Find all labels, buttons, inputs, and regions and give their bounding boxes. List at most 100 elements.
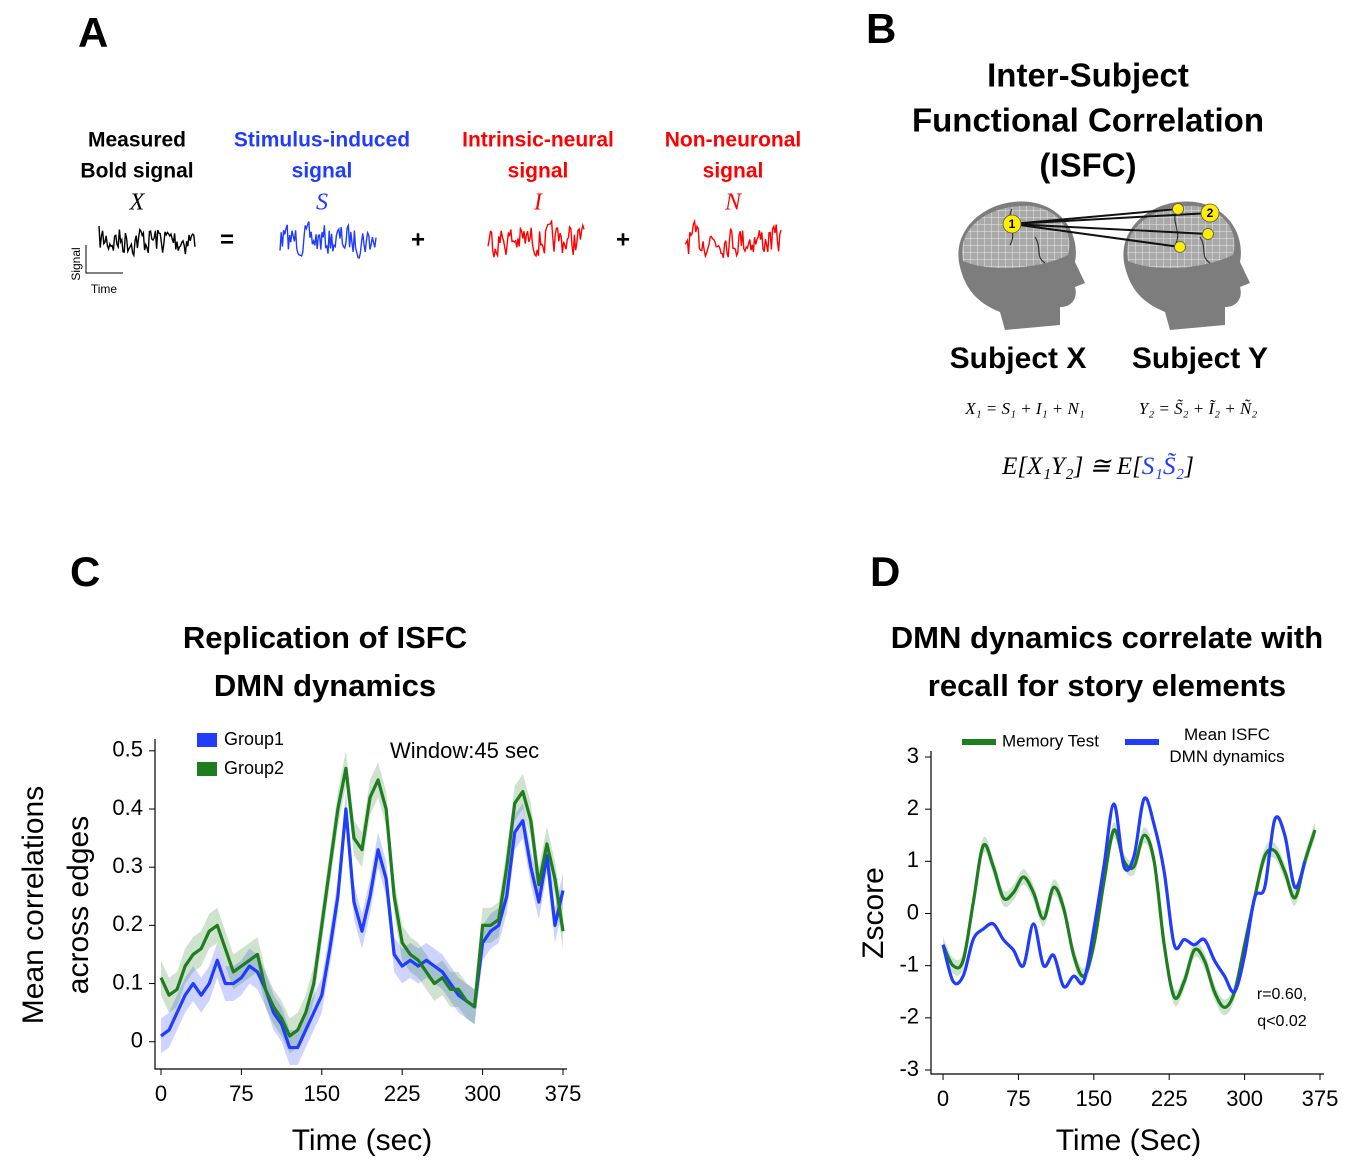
- series-line: [160, 807, 565, 1050]
- connection: [1011, 223, 1181, 248]
- expectation-part: E[X₁Y₂] ≅ E[: [1001, 453, 1143, 480]
- operator: +: [616, 226, 630, 253]
- y-tick-label: 0.4: [112, 795, 143, 820]
- term-name: signal: [508, 160, 569, 183]
- annotation: q<0.02: [1257, 1013, 1306, 1030]
- node: [1200, 203, 1220, 223]
- mini-axes: [85, 245, 123, 274]
- term-symbol: S: [316, 190, 328, 216]
- diagram-title: Inter-Subject: [987, 57, 1189, 94]
- node-label: 2: [1207, 206, 1214, 220]
- x-tick-label: 375: [1302, 1086, 1339, 1111]
- connection: [1011, 223, 1209, 235]
- x-tick-label: 150: [303, 1081, 340, 1106]
- term-name: Intrinsic-neural: [462, 129, 614, 152]
- legend-swatch: [197, 733, 217, 747]
- x-tick-label: 375: [545, 1081, 582, 1106]
- signal-trace: [279, 221, 377, 259]
- x-tick-label: 225: [1151, 1086, 1188, 1111]
- signal-trace: [487, 218, 585, 259]
- term-name: signal: [292, 160, 353, 183]
- node-label: 1: [1009, 217, 1016, 231]
- y-tick-label: 2: [907, 795, 919, 820]
- y-axis-label: Mean correlations: [17, 786, 50, 1024]
- term-name: Non-neuronal: [665, 129, 802, 152]
- x-axis-label: Time (sec): [292, 1124, 433, 1157]
- panel-letter: A: [78, 9, 108, 56]
- operator: +: [411, 226, 425, 253]
- x-tick-label: 75: [1006, 1086, 1030, 1111]
- x-tick-label: 300: [464, 1081, 501, 1106]
- term-name: Measured: [88, 129, 186, 152]
- series-line: [159, 766, 565, 1038]
- axis-label: Signal: [69, 247, 83, 280]
- x-tick-label: 0: [155, 1081, 167, 1106]
- y-tick-label: 1: [907, 847, 919, 872]
- node: [1172, 203, 1184, 215]
- y-tick-label: 0: [907, 899, 919, 924]
- equation: Y₂ = S̃₂ + Ĩ₂ + Ñ₂: [1139, 399, 1258, 418]
- expectation-part: ]: [1183, 453, 1194, 480]
- equation: X₁ = S₁ + I₁ + N₁: [964, 399, 1084, 418]
- term-name: signal: [703, 160, 764, 183]
- diagram-title: Functional Correlation: [912, 102, 1264, 139]
- legend-label: Memory Test: [1002, 731, 1099, 750]
- term-symbol: X: [129, 190, 146, 216]
- y-tick-label: 0.5: [112, 737, 143, 762]
- legend-label-box: Mean ISFC DMN dynamics: [1169, 725, 1285, 766]
- x-tick-label: 300: [1226, 1086, 1263, 1111]
- signal-trace: [684, 218, 782, 259]
- y-tick-label: 0.1: [112, 969, 143, 994]
- x-tick-label: 150: [1075, 1086, 1112, 1111]
- y-tick-label: 0.3: [112, 853, 143, 878]
- axis-line: [154, 739, 567, 1070]
- node: [1002, 214, 1022, 234]
- term-symbol: N: [724, 190, 743, 216]
- annotation: r=0.60,: [1257, 986, 1307, 1003]
- y-tick-label: -2: [899, 1004, 919, 1029]
- series-line: [941, 796, 1307, 994]
- expectation: E[X₁Y₂] ≅ E[S₁S̃₂]: [1001, 452, 1194, 479]
- x-tick-label: 225: [384, 1081, 421, 1106]
- chart-title: Replication of ISFC: [183, 620, 467, 655]
- y-tick-label: 0.2: [112, 911, 143, 936]
- chart-title: DMN dynamics correlate with: [891, 620, 1323, 655]
- series-line: [941, 828, 1317, 1009]
- y-tick-label: 3: [907, 743, 919, 768]
- subject-label: Subject X: [950, 342, 1087, 375]
- term-name: Bold signal: [80, 160, 193, 183]
- legend-swatch: [197, 762, 217, 776]
- axis-label: Time: [91, 282, 118, 296]
- node: [1202, 228, 1214, 240]
- connection: [1011, 212, 1211, 225]
- head-y: [1122, 200, 1251, 331]
- x-tick-label: 0: [937, 1086, 949, 1111]
- expectation-part: S₁S̃₂: [1142, 452, 1185, 479]
- legend-label: Mean ISFC DMN dynamics: [1169, 725, 1285, 766]
- term-name: Stimulus-induced: [234, 129, 410, 152]
- chart-title: DMN dynamics: [214, 668, 436, 703]
- subject-label: Subject Y: [1132, 342, 1268, 375]
- x-axis-label: Time (Sec): [1056, 1124, 1202, 1157]
- operator: =: [220, 226, 234, 253]
- error-band: [943, 821, 1315, 1016]
- signal-trace: [98, 225, 196, 258]
- chart-title: recall for story elements: [928, 668, 1286, 703]
- x-tick-label: 75: [229, 1081, 253, 1106]
- panel-letter: C: [70, 548, 100, 595]
- legend-label: Group1: [224, 729, 284, 749]
- panel-letter: B: [866, 5, 896, 52]
- panel-letter: D: [870, 548, 900, 595]
- legend-label: Group2: [224, 758, 284, 778]
- annotation: Window:45 sec: [390, 738, 539, 763]
- axis-line: [930, 751, 1324, 1075]
- node: [1174, 241, 1186, 253]
- y-tick-label: -1: [899, 951, 919, 976]
- term-symbol: I: [533, 190, 543, 216]
- y-tick-label: -3: [899, 1056, 919, 1081]
- y-axis-label: across edges: [62, 816, 95, 994]
- y-tick-label: 0: [131, 1028, 143, 1053]
- diagram-title: (ISFC): [1039, 147, 1136, 184]
